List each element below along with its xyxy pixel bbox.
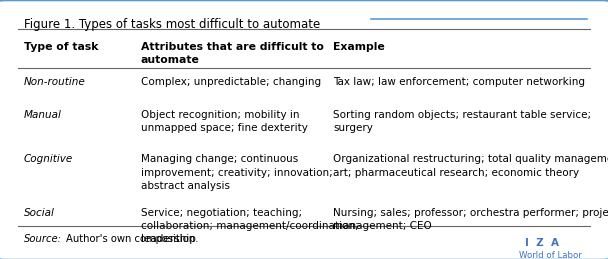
Text: Object recognition; mobility in
unmapped space; fine dexterity: Object recognition; mobility in unmapped…: [140, 110, 308, 133]
Text: I  Z  A: I Z A: [525, 238, 559, 248]
Text: Source:: Source:: [24, 234, 62, 244]
Text: Complex; unpredictable; changing: Complex; unpredictable; changing: [140, 77, 320, 87]
Text: World of Labor: World of Labor: [519, 251, 581, 259]
Text: Social: Social: [24, 208, 55, 218]
Text: Managing change; continuous
improvement; creativity; innovation;
abstract analys: Managing change; continuous improvement;…: [140, 154, 333, 191]
Text: Sorting random objects; restaurant table service;
surgery: Sorting random objects; restaurant table…: [333, 110, 592, 133]
Text: Figure 1. Types of tasks most difficult to automate: Figure 1. Types of tasks most difficult …: [24, 18, 320, 31]
Text: Service; negotiation; teaching;
collaboration; management/coordination;
leadersh: Service; negotiation; teaching; collabor…: [140, 208, 358, 244]
Text: Non-routine: Non-routine: [24, 77, 86, 87]
Text: Manual: Manual: [24, 110, 61, 120]
Text: Organizational restructuring; total quality management;
art; pharmaceutical rese: Organizational restructuring; total qual…: [333, 154, 608, 178]
Text: Cognitive: Cognitive: [24, 154, 73, 164]
Text: Author's own composition.: Author's own composition.: [66, 234, 198, 244]
Text: Nursing; sales; professor; orchestra performer; project
management; CEO: Nursing; sales; professor; orchestra per…: [333, 208, 608, 231]
Text: Example: Example: [333, 42, 385, 53]
Text: Attributes that are difficult to
automate: Attributes that are difficult to automat…: [140, 42, 323, 65]
Text: Type of task: Type of task: [24, 42, 98, 53]
Text: Tax law; law enforcement; computer networking: Tax law; law enforcement; computer netwo…: [333, 77, 585, 87]
